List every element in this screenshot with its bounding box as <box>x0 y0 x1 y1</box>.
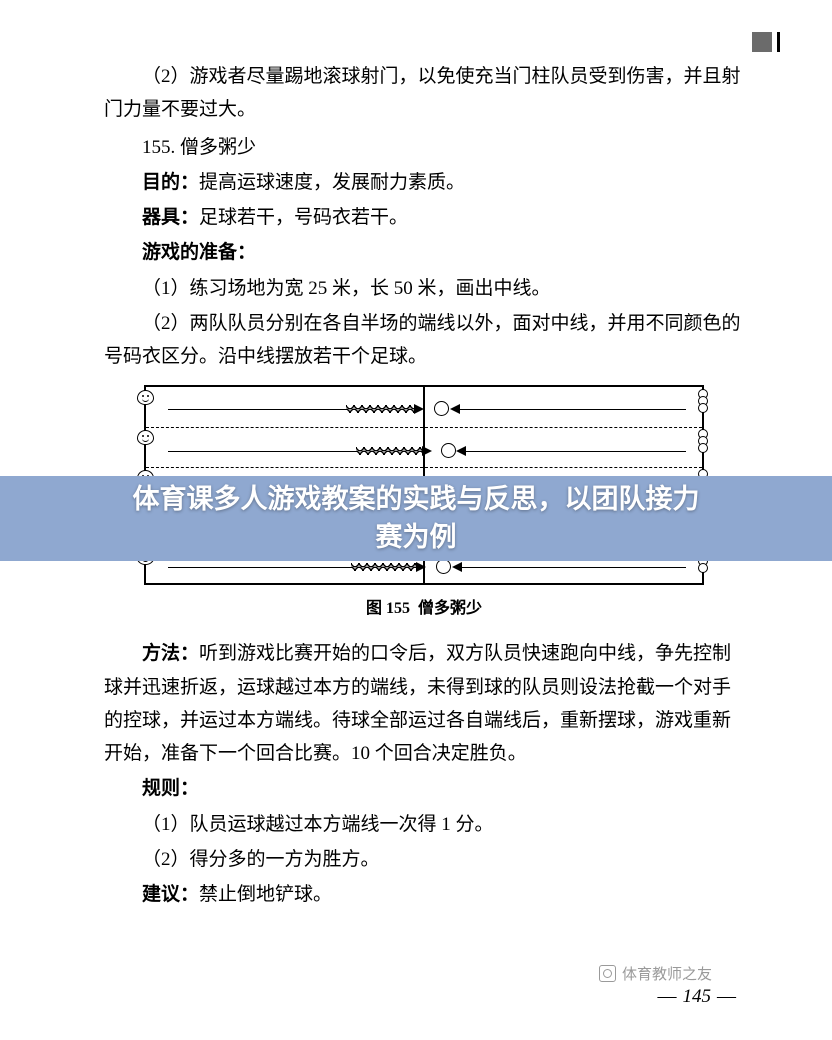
method-label: 方法： <box>142 643 199 664</box>
figure-caption: 图 155 僧多粥少 <box>104 595 744 623</box>
rules-label: 规则： <box>142 778 199 799</box>
lane-divider <box>146 467 702 468</box>
corner-bar <box>777 32 780 52</box>
purpose-text: 提高运球速度，发展耐力素质。 <box>199 172 465 193</box>
figure-caption-title: 僧多粥少 <box>418 600 482 617</box>
player-coil-icon <box>698 392 708 422</box>
wechat-icon <box>599 965 616 982</box>
figure-caption-prefix: 图 155 <box>366 600 410 617</box>
purpose-label: 目的： <box>142 172 199 193</box>
player-face-icon <box>137 390 154 405</box>
player-coil-icon <box>698 432 708 462</box>
advice-text: 禁止倒地铲球。 <box>199 884 332 905</box>
section-title: 僧多粥少 <box>180 137 256 158</box>
purpose-line: 目的：提高运球速度，发展耐力素质。 <box>104 166 744 199</box>
ball-icon <box>436 559 451 574</box>
section-number: 155. <box>142 137 175 158</box>
rules-item-2: （2）得分多的一方为胜方。 <box>104 843 744 876</box>
lane-divider <box>146 427 702 428</box>
rules-item-1: （1）队员运球越过本方端线一次得 1 分。 <box>104 808 744 841</box>
page-number-value: 145 <box>683 986 712 1007</box>
prep-item-1: （1）练习场地为宽 25 米，长 50 米，画出中线。 <box>104 272 744 305</box>
method-text: 听到游戏比赛开始的口令后，双方队员快速跑向中线，争先控制球并迅速折返，运球越过本… <box>104 643 731 764</box>
page-content: （2）游戏者尽量踢地滚球射门，以免使充当门柱队员受到伤害，并且射门力量不要过大。… <box>0 0 832 911</box>
watermark: 体育教师之友 <box>599 963 712 984</box>
advice-line: 建议：禁止倒地铲球。 <box>104 878 744 911</box>
rules-label-line: 规则： <box>104 772 744 805</box>
equipment-line: 器具：足球若干，号码衣若干。 <box>104 201 744 234</box>
overlay-line-1: 体育课多人游戏教案的实践与反思，以团队接力 <box>0 481 832 519</box>
advice-label: 建议： <box>142 884 199 905</box>
ball-icon <box>441 443 456 458</box>
prep-label-line: 游戏的准备： <box>104 236 744 269</box>
page-number: —145— <box>652 986 743 1008</box>
method-para: 方法：听到游戏比赛开始的口令后，双方队员快速跑向中线，争先控制球并迅速折返，运球… <box>104 637 744 770</box>
player-face-icon <box>137 430 154 445</box>
section-heading: 155. 僧多粥少 <box>104 131 744 164</box>
equipment-text: 足球若干，号码衣若干。 <box>199 207 408 228</box>
overlay-line-2: 赛为例 <box>0 519 832 557</box>
prep-label: 游戏的准备： <box>142 242 256 263</box>
prep-item-2: （2）两队队员分别在各自半场的端线以外，面对中线，并用不同颜色的号码衣区分。沿中… <box>104 307 744 374</box>
ball-icon <box>434 401 449 416</box>
equipment-label: 器具： <box>142 207 199 228</box>
overlay-banner: 体育课多人游戏教案的实践与反思，以团队接力 赛为例 <box>0 476 832 561</box>
corner-mark <box>752 32 772 52</box>
intro-rule-2: （2）游戏者尽量踢地滚球射门，以免使充当门柱队员受到伤害，并且射门力量不要过大。 <box>104 60 744 127</box>
watermark-text: 体育教师之友 <box>622 963 712 984</box>
